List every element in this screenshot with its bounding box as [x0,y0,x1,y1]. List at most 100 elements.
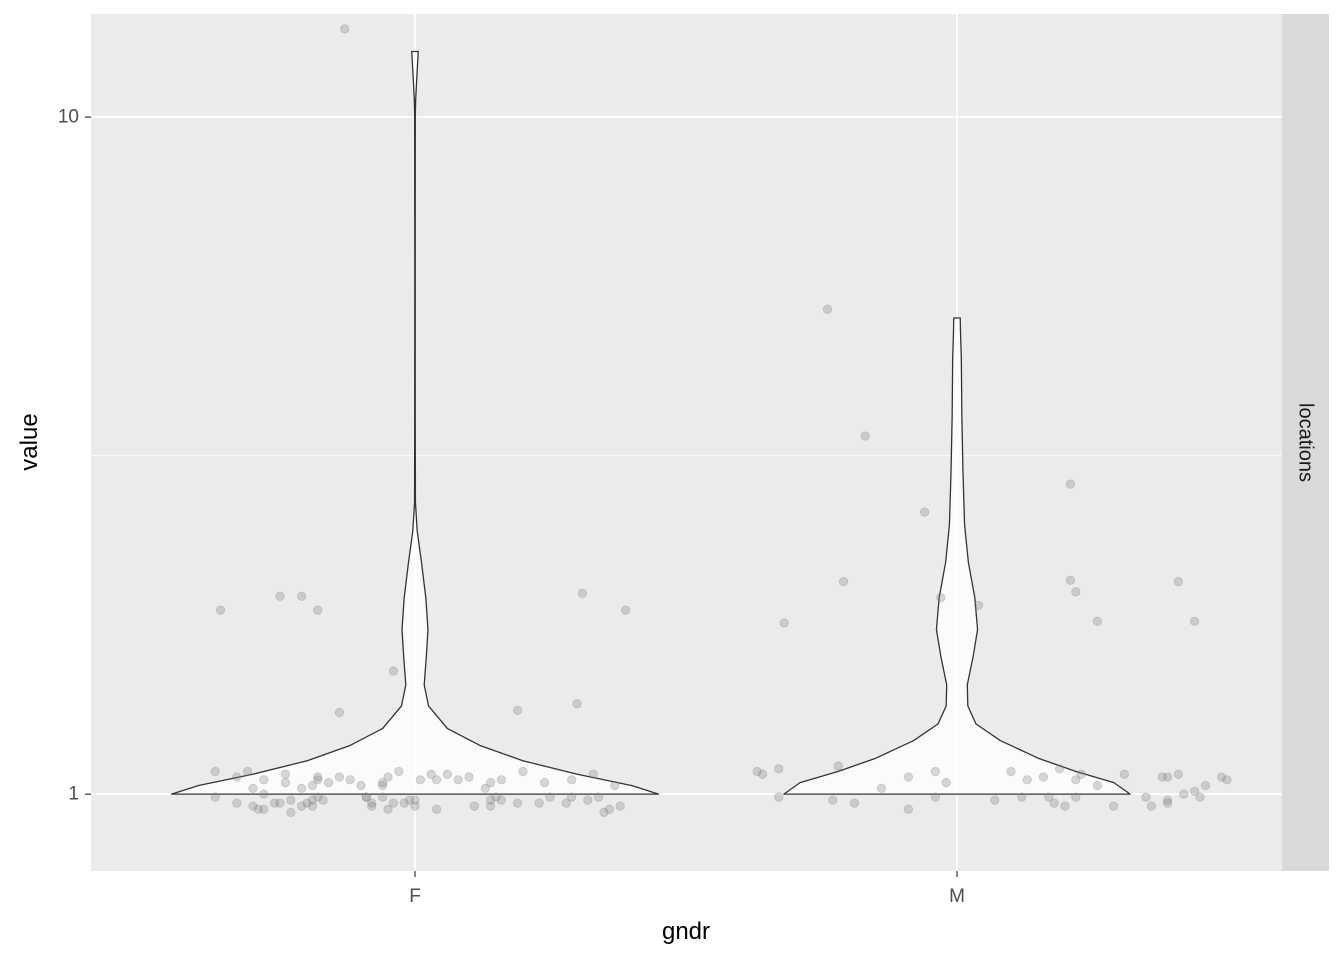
data-point-f [356,780,366,791]
y-tick-label: 10 [58,107,79,128]
data-point-m [903,772,914,782]
data-point-m [1173,577,1184,587]
data-point-f [469,801,479,811]
data-point-f [334,707,344,718]
data-point-f [269,798,280,808]
x-tick-label: M [949,886,965,907]
data-point-m [849,798,860,808]
data-point-f [583,795,593,805]
data-point-f [286,807,296,817]
data-point-f [410,801,420,811]
data-point-f [485,795,496,805]
data-point-f [259,804,269,814]
data-point-m [1006,766,1016,777]
data-point-m [936,593,946,603]
data-point-f [280,778,290,788]
data-point-f [275,798,285,808]
facet-strip [1282,14,1329,871]
data-point-m [779,618,789,628]
data-point-m [1163,795,1173,805]
data-point-f [345,775,355,785]
violin-m [783,317,1131,795]
data-point-f [307,801,317,811]
data-point-f [512,798,523,808]
data-point-f [491,792,501,802]
data-point-m [930,792,941,802]
data-point-m [1109,801,1119,811]
data-point-m [973,600,984,611]
data-point-f [377,778,388,788]
data-point-f [410,795,420,805]
data-point-f [615,801,625,811]
data-point-f [296,591,307,601]
data-point-f [307,795,317,805]
data-point-m [1157,772,1167,782]
data-point-f [259,775,269,785]
data-point-f [280,769,290,779]
data-point-m [860,431,870,441]
data-point-f [296,801,307,811]
data-point-f [248,801,258,811]
data-point-m [1071,775,1081,785]
data-point-m [1173,769,1184,779]
data-point-f [302,798,312,808]
data-point-m [1092,616,1103,626]
data-point-f [232,772,242,782]
data-point-f [296,783,307,793]
data-point-f [361,792,371,802]
data-point-m [774,792,784,802]
jitter-points [210,24,1232,817]
data-point-m [1195,792,1205,802]
data-point-f [512,705,523,715]
data-point-f [248,783,258,793]
data-point-f [485,801,496,811]
data-point-f [367,801,377,811]
data-point-f [286,795,296,805]
data-point-m [833,761,843,771]
data-point-m [1071,587,1081,597]
data-point-m [1222,775,1232,785]
data-point-f [313,775,323,785]
data-point-f [383,804,393,814]
data-point-f [377,780,388,791]
data-point-f [388,798,398,808]
data-point-m [930,766,941,777]
data-point-f [480,783,490,793]
data-point-f [561,798,571,808]
data-point-m [876,783,887,793]
data-point-m [838,577,849,587]
x-tick-label: F [409,886,421,907]
data-point-f [399,798,409,808]
data-point-f [259,789,269,799]
data-point-f [620,605,631,615]
data-point-f [610,780,620,791]
data-point-f [496,795,506,805]
data-point-m [1146,801,1157,811]
data-point-f [232,798,242,808]
x-axis-title: gndr [662,918,710,945]
data-point-f [388,666,398,676]
data-point-m [822,304,833,314]
data-point-f [334,772,344,782]
data-point-m [1071,792,1081,802]
data-point-f [243,766,253,777]
y-axis: 1 10 [58,107,91,805]
violin-f [170,50,660,795]
panel-background [91,14,1282,871]
data-point-m [1017,792,1027,802]
data-point-f [361,792,371,802]
data-point-f [307,780,317,791]
data-point-m [1038,772,1049,782]
data-point-f [577,588,588,598]
y-tick-label: 1 [68,784,79,805]
data-point-f [599,807,609,817]
data-point-f [539,778,550,788]
data-point-m [1044,792,1054,802]
data-point-f [566,792,577,802]
data-point-f [210,792,220,802]
data-point-f [313,605,323,615]
data-point-f [323,778,334,788]
data-point-m [903,804,914,814]
facet-strip-label: locations [1295,403,1317,482]
